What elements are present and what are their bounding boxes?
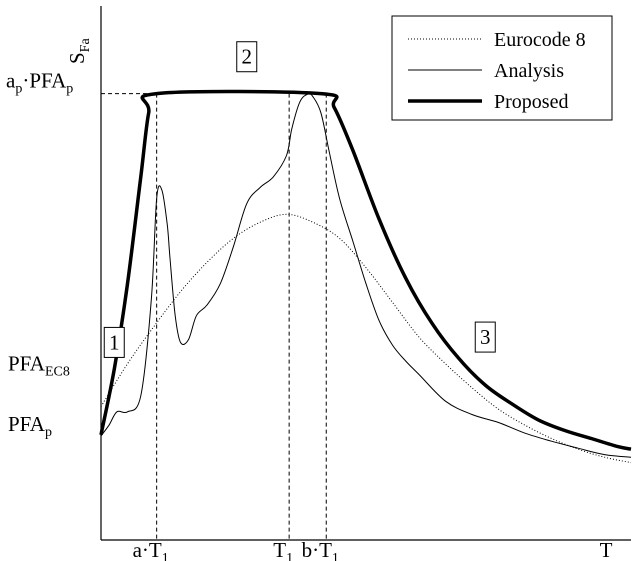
region-label-1: 1 [109, 330, 120, 354]
region-label-3: 3 [480, 325, 491, 349]
series-proposed [99, 89, 632, 451]
guide-lines [101, 93, 327, 540]
x-tick-label-2: b·T1 [302, 538, 339, 561]
x-axis-label: T [600, 538, 613, 561]
region-box-3 [474, 321, 496, 353]
y-level-label-0: ap·PFAp [6, 69, 73, 97]
x-tick-label-0: a·T1 [133, 538, 169, 561]
region-box-2 [236, 41, 258, 73]
label-group: SFa Ta·T1 T1 b·T1 ap·PFAp PFAEC8 PFAp 1 2 3 [6, 38, 613, 561]
x-tick-label-1: T1 [273, 538, 293, 561]
region-box-1 [103, 326, 125, 358]
legend-label-proposed: Proposed [494, 91, 568, 113]
y-axis-label: SFa [65, 38, 93, 64]
series-group [99, 89, 632, 464]
series-ec8 [100, 213, 632, 464]
series-analysis [100, 93, 632, 458]
y-level-label-2: PFAp [8, 412, 52, 440]
legend-label-ec8: Eurocode 8 [494, 29, 586, 51]
y-level-label-1: PFAEC8 [8, 351, 70, 379]
region-label-2: 2 [242, 45, 253, 69]
legend-label-analysis: Analysis [494, 60, 564, 82]
legend: Eurocode 8 Analysis Proposed [391, 15, 613, 121]
axes [100, 6, 631, 541]
